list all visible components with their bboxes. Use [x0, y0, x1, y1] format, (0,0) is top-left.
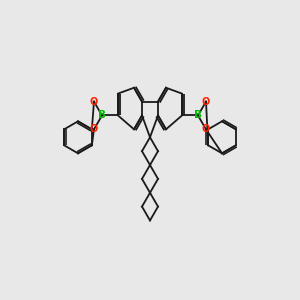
Text: O: O [90, 97, 98, 106]
Text: B: B [98, 110, 106, 121]
Text: O: O [202, 97, 210, 106]
Text: O: O [202, 124, 210, 134]
Text: O: O [90, 124, 98, 134]
Text: B: B [194, 110, 202, 121]
